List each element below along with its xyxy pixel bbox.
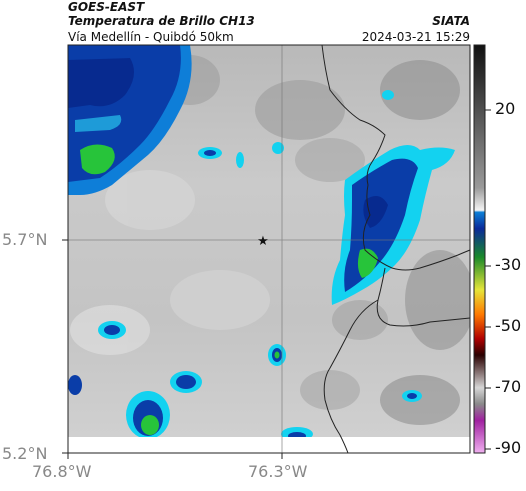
lon-label-76.3: 76.3°W <box>248 462 308 481</box>
colorbar-label-minus30: -30 <box>495 255 522 274</box>
colorbar-label-20: 20 <box>495 99 516 118</box>
colorbar-ticks <box>485 109 491 450</box>
axis-ticks <box>62 239 283 459</box>
country-borders <box>321 44 471 454</box>
product-title: Temperatura de Brillo CH13 <box>68 14 255 28</box>
satellite-title: GOES-EAST <box>68 0 145 14</box>
imagery-layer <box>68 45 470 437</box>
small-convective-cells <box>68 90 422 437</box>
route-subtitle: Vía Medellín - Quibdó 50km <box>68 30 234 44</box>
timestamp-label: 2024-03-21 15:29 <box>361 30 470 44</box>
colorbar-label-minus50: -50 <box>495 316 522 335</box>
cold-cloud-east <box>331 145 455 305</box>
location-star-icon: ★ <box>257 234 269 249</box>
no-data-strip <box>68 437 470 453</box>
colorbar-label-minus90: -90 <box>495 438 522 457</box>
agency-label: SIATA <box>432 14 470 28</box>
lon-label-76.8: 76.8°W <box>32 462 92 481</box>
colorbar-label-minus70: -70 <box>495 377 522 396</box>
cold-cloud-northwest <box>68 45 192 195</box>
lat-label-5.2: 5.2°N <box>2 444 48 463</box>
graticule <box>68 45 470 453</box>
colorbar <box>473 44 486 454</box>
lat-label-5.7: 5.7°N <box>2 230 48 249</box>
map-border <box>67 44 471 454</box>
